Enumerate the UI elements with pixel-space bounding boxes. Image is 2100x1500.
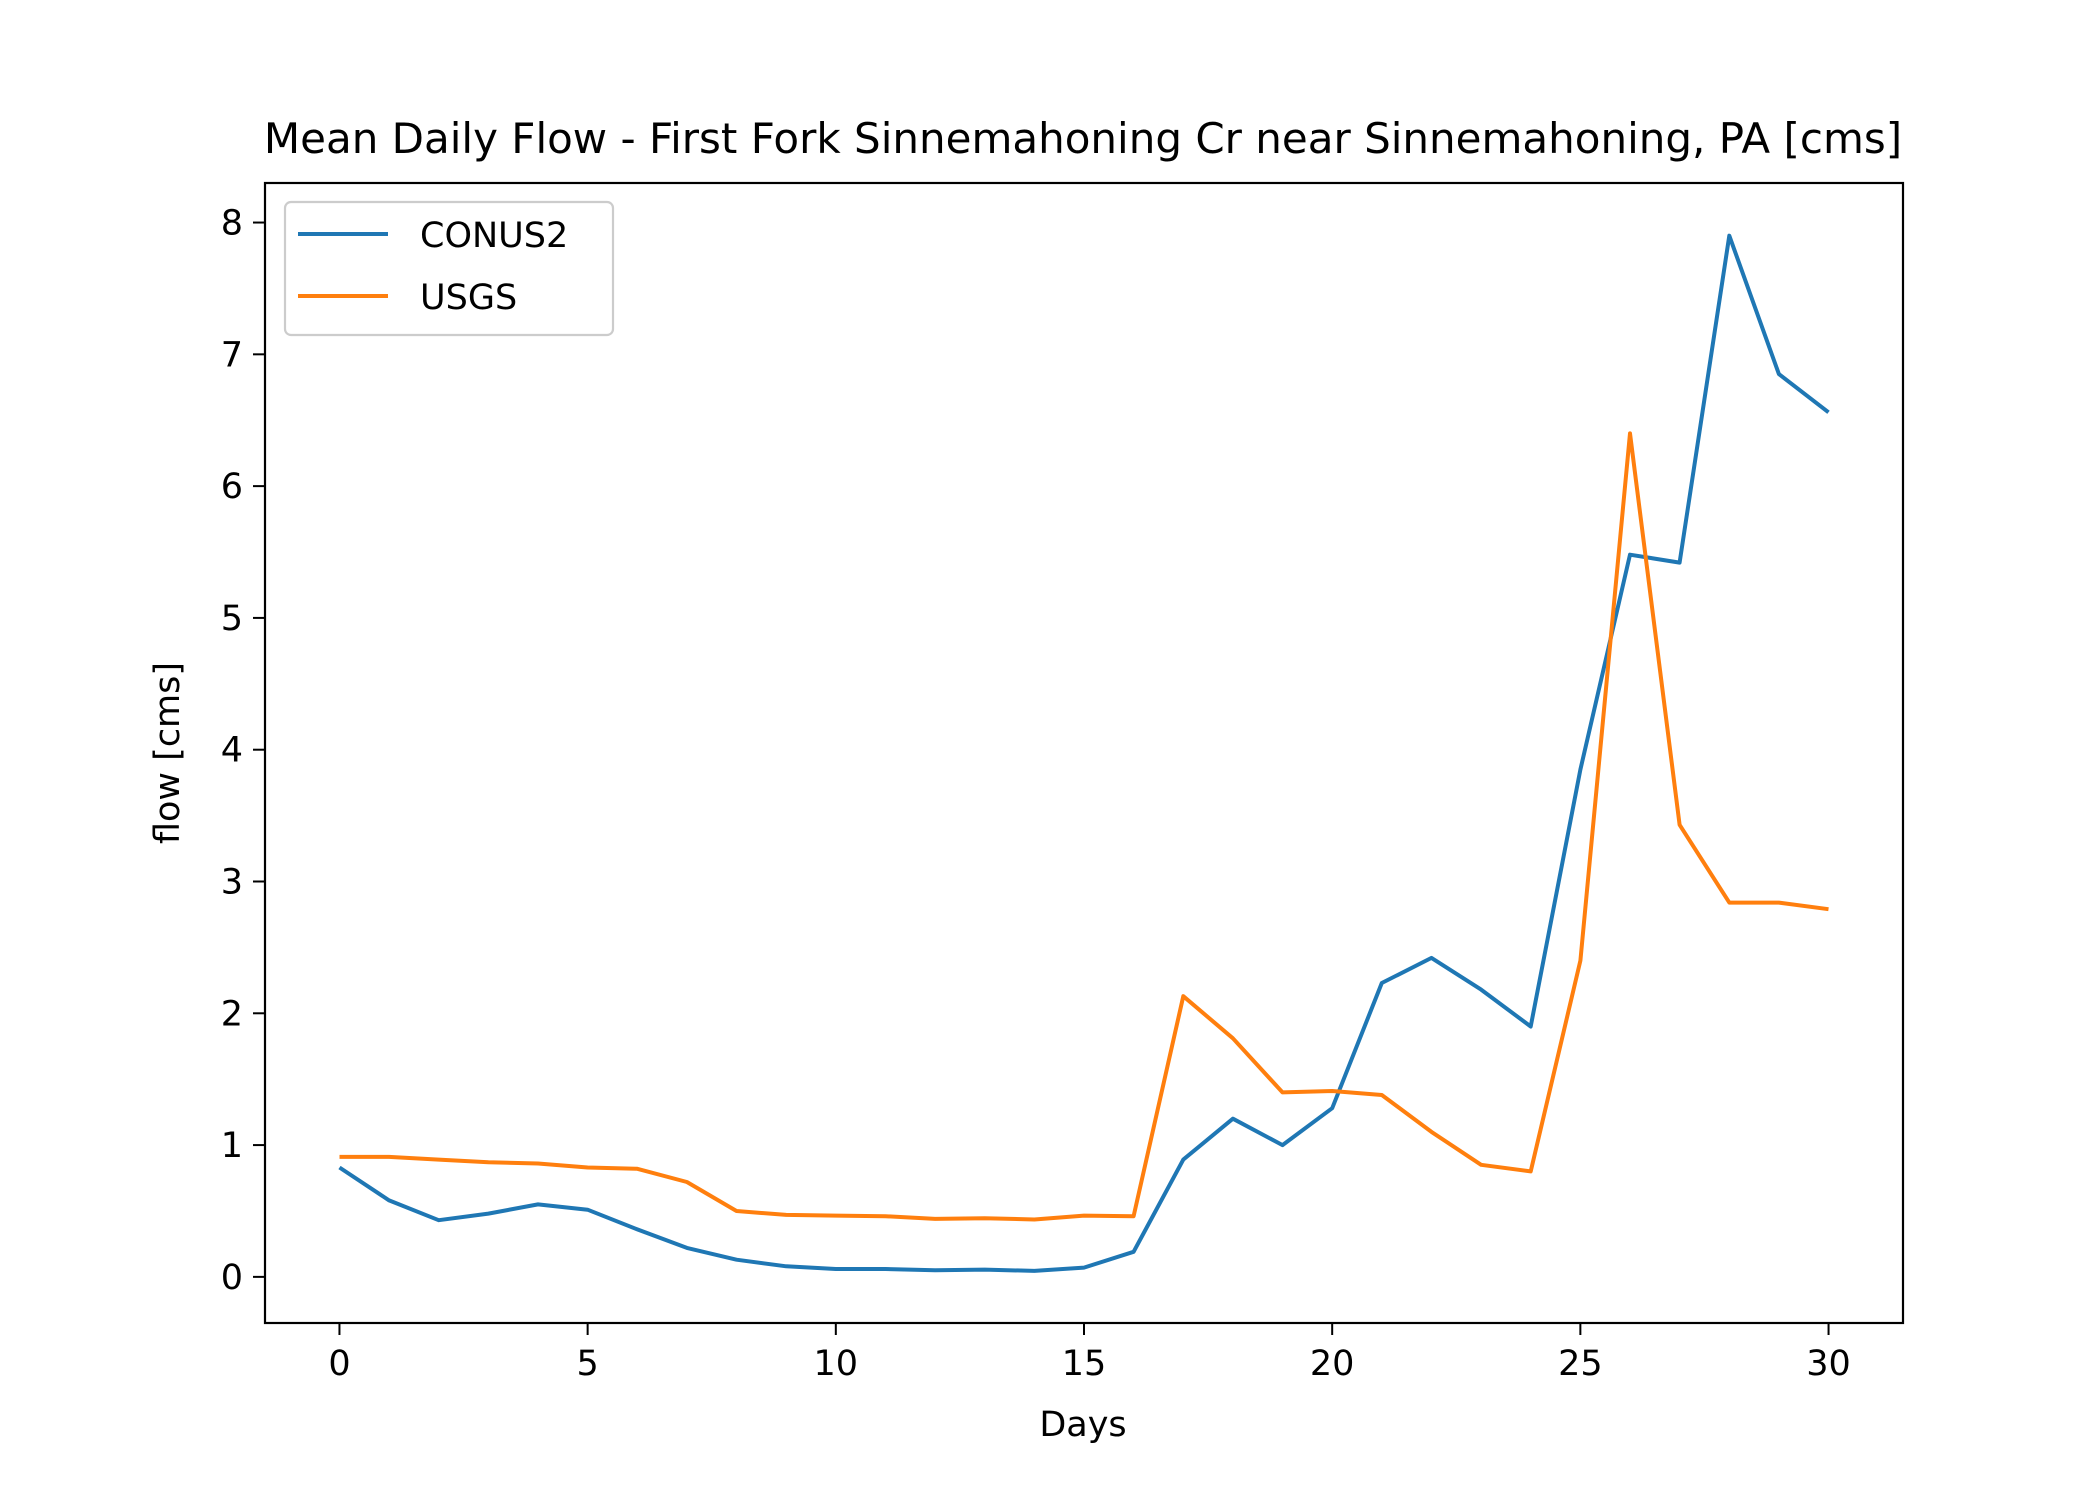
series-line-usgs — [339, 431, 1829, 1222]
x-tick-label: 0 — [328, 1344, 350, 1384]
series-lines — [338, 233, 1830, 1273]
x-tick-label: 25 — [1558, 1344, 1603, 1384]
y-tick-label: 7 — [221, 335, 243, 375]
legend-entry-usgs: USGS — [420, 278, 517, 318]
y-tick-label: 8 — [221, 204, 243, 244]
y-tick-label: 3 — [221, 862, 243, 902]
y-tick-label: 0 — [221, 1258, 243, 1298]
chart-title: Mean Daily Flow - First Fork Sinnemahoni… — [264, 114, 1902, 163]
y-tick-label: 6 — [221, 467, 243, 507]
x-tick-label: 20 — [1310, 1344, 1355, 1384]
y-tick-label: 2 — [221, 994, 243, 1034]
x-tick-label: 30 — [1806, 1344, 1851, 1384]
x-axis-label: Days — [1039, 1405, 1126, 1445]
legend-entry-conus2: CONUS2 — [420, 216, 568, 256]
legend: CONUS2 USGS — [283, 200, 615, 337]
x-tick-label: 15 — [1062, 1344, 1107, 1384]
y-axis: 0 1 2 3 4 5 6 7 8 — [221, 204, 265, 1298]
x-tick-label: 5 — [576, 1344, 598, 1384]
x-axis: 0 5 10 15 20 25 30 — [328, 1323, 1851, 1384]
y-tick-label: 5 — [221, 599, 243, 639]
y-tick-label: 1 — [221, 1126, 243, 1166]
y-axis-label: flow [cms] — [148, 662, 188, 844]
x-tick-label: 10 — [814, 1344, 859, 1384]
series-line-conus2 — [338, 233, 1830, 1273]
y-tick-label: 4 — [221, 731, 243, 771]
